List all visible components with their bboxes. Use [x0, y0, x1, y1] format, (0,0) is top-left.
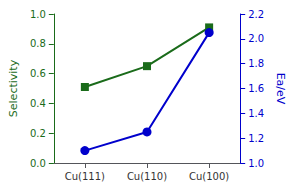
svg-text:0.0: 0.0 [30, 158, 46, 169]
svg-text:Cu(111): Cu(111) [65, 171, 105, 182]
svg-text:1.0: 1.0 [30, 9, 46, 20]
svg-text:1.8: 1.8 [248, 58, 264, 69]
svg-text:1.2: 1.2 [248, 133, 264, 144]
svg-text:1.6: 1.6 [248, 83, 264, 94]
svg-text:Ea/eV: Ea/eV [274, 73, 287, 105]
svg-text:0.6: 0.6 [30, 68, 46, 79]
svg-text:2.2: 2.2 [248, 9, 264, 20]
svg-text:1.0: 1.0 [248, 158, 264, 169]
svg-text:0.8: 0.8 [30, 38, 46, 49]
svg-text:Selectivity: Selectivity [7, 59, 20, 117]
svg-text:2.0: 2.0 [248, 33, 264, 44]
svg-text:1.4: 1.4 [248, 108, 264, 119]
svg-text:0.4: 0.4 [30, 98, 46, 109]
svg-text:Cu(100): Cu(100) [189, 171, 229, 182]
svg-text:Cu(110): Cu(110) [127, 171, 167, 182]
svg-text:0.2: 0.2 [30, 128, 46, 139]
